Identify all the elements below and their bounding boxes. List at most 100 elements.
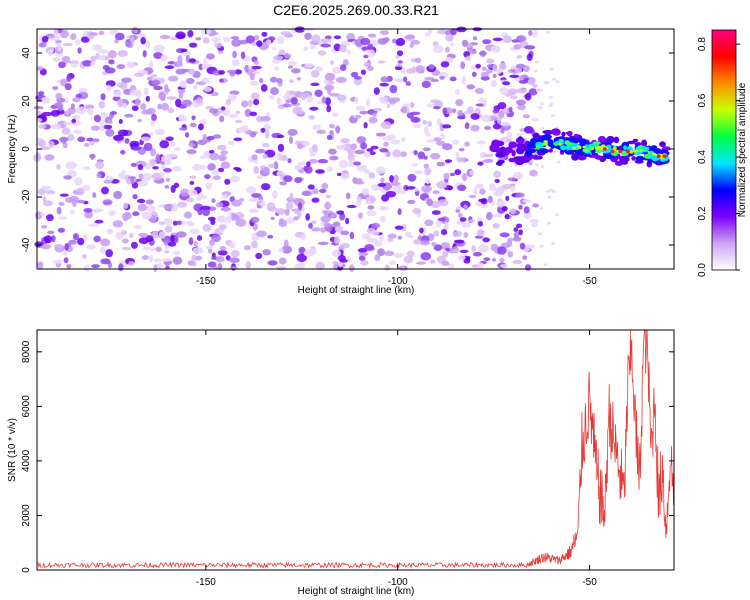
noise-blob [406, 250, 415, 257]
noise-blob [176, 220, 183, 226]
noise-blob [471, 71, 477, 78]
noise-blob [159, 140, 170, 149]
noise-blob [342, 143, 353, 152]
noise-blob [223, 36, 231, 43]
noise-blob [477, 244, 489, 253]
noise-blob [98, 30, 105, 36]
noise-blob [462, 172, 468, 182]
noise-blob [41, 96, 51, 104]
noise-blob [196, 235, 203, 241]
noise-blob [157, 104, 163, 110]
noise-blob [354, 76, 362, 80]
signal-core-blob [567, 144, 574, 150]
noise-blob [324, 72, 336, 81]
noise-blob [468, 194, 477, 199]
signal-halo-blob [508, 141, 518, 149]
noise-blob [531, 117, 540, 122]
signal-halo-blob [565, 131, 573, 135]
noise-blob [234, 119, 243, 124]
colorbar-tick-label: 0.4 [697, 150, 708, 164]
noise-blob [373, 87, 380, 95]
noise-blob [494, 178, 500, 184]
noise-blob [294, 263, 302, 270]
noise-blob [264, 130, 270, 139]
noise-blob [197, 165, 207, 170]
noise-blob [422, 119, 428, 126]
noise-blob [259, 77, 264, 84]
noise-blob [390, 139, 401, 145]
signal-halo-blob [508, 157, 517, 163]
noise-blob [132, 26, 139, 34]
noise-blob [294, 26, 306, 33]
noise-blob [131, 105, 139, 111]
noise-blob [297, 111, 306, 115]
noise-blob [142, 246, 152, 251]
noise-blob [499, 232, 510, 238]
noise-blob [475, 63, 482, 69]
noise-blob [412, 66, 416, 74]
noise-blob [409, 42, 414, 49]
signal-core-blob [535, 145, 541, 150]
noise-blob [415, 65, 425, 74]
noise-blob [129, 232, 134, 239]
colorbar-tick-label: 0.8 [697, 37, 708, 51]
noise-blob [414, 187, 419, 192]
noise-blob [53, 28, 59, 36]
noise-blob [90, 55, 97, 63]
noise-blob [35, 66, 44, 71]
noise-blob [419, 227, 424, 234]
y-tick-label: 20 [21, 95, 32, 107]
noise-blob [84, 211, 93, 219]
noise-blob [534, 163, 539, 167]
signal-body-blob [604, 153, 613, 158]
noise-blob [457, 109, 464, 117]
noise-blob [64, 83, 72, 91]
noise-blob [465, 55, 471, 62]
noise-blob [245, 35, 255, 44]
noise-blob [442, 250, 449, 258]
noise-blob [412, 124, 422, 128]
noise-blob [326, 104, 332, 113]
noise-blob [48, 140, 55, 148]
noise-blob [107, 120, 113, 124]
noise-blob [370, 145, 379, 150]
noise-blob [452, 248, 459, 253]
noise-blob [384, 264, 390, 271]
signal-peak-blob [652, 152, 657, 156]
noise-blob [213, 38, 218, 47]
noise-blob [134, 224, 142, 230]
noise-blob [230, 175, 241, 183]
noise-blob [249, 111, 258, 117]
noise-blob [173, 61, 183, 68]
noise-blob [430, 99, 441, 104]
noise-blob [260, 127, 266, 133]
noise-blob [261, 183, 271, 191]
noise-blob [72, 115, 81, 120]
y-tick-label: 40 [21, 47, 32, 59]
noise-blob [113, 90, 122, 98]
noise-blob [251, 154, 258, 161]
noise-blob [159, 34, 171, 40]
noise-blob [100, 238, 111, 247]
noise-blob [48, 34, 55, 38]
noise-blob [93, 235, 101, 243]
noise-blob [130, 241, 138, 249]
noise-blob [465, 256, 471, 261]
noise-blob [191, 254, 197, 262]
signal-halo-blob [627, 140, 636, 145]
noise-blob [56, 163, 61, 170]
noise-blob [90, 125, 101, 131]
noise-blob [317, 159, 329, 164]
noise-blob [66, 74, 72, 83]
spectrogram-y-axis-label: Frequency (Hz) [7, 115, 18, 184]
noise-blob [287, 65, 293, 69]
noise-blob [511, 39, 520, 43]
noise-blob [544, 81, 549, 85]
noise-blob [524, 45, 536, 50]
noise-blob [435, 219, 442, 228]
noise-blob [394, 78, 405, 83]
noise-blob [549, 67, 554, 71]
noise-blob [449, 172, 456, 177]
noise-blob [433, 244, 443, 251]
noise-blob [367, 66, 374, 71]
